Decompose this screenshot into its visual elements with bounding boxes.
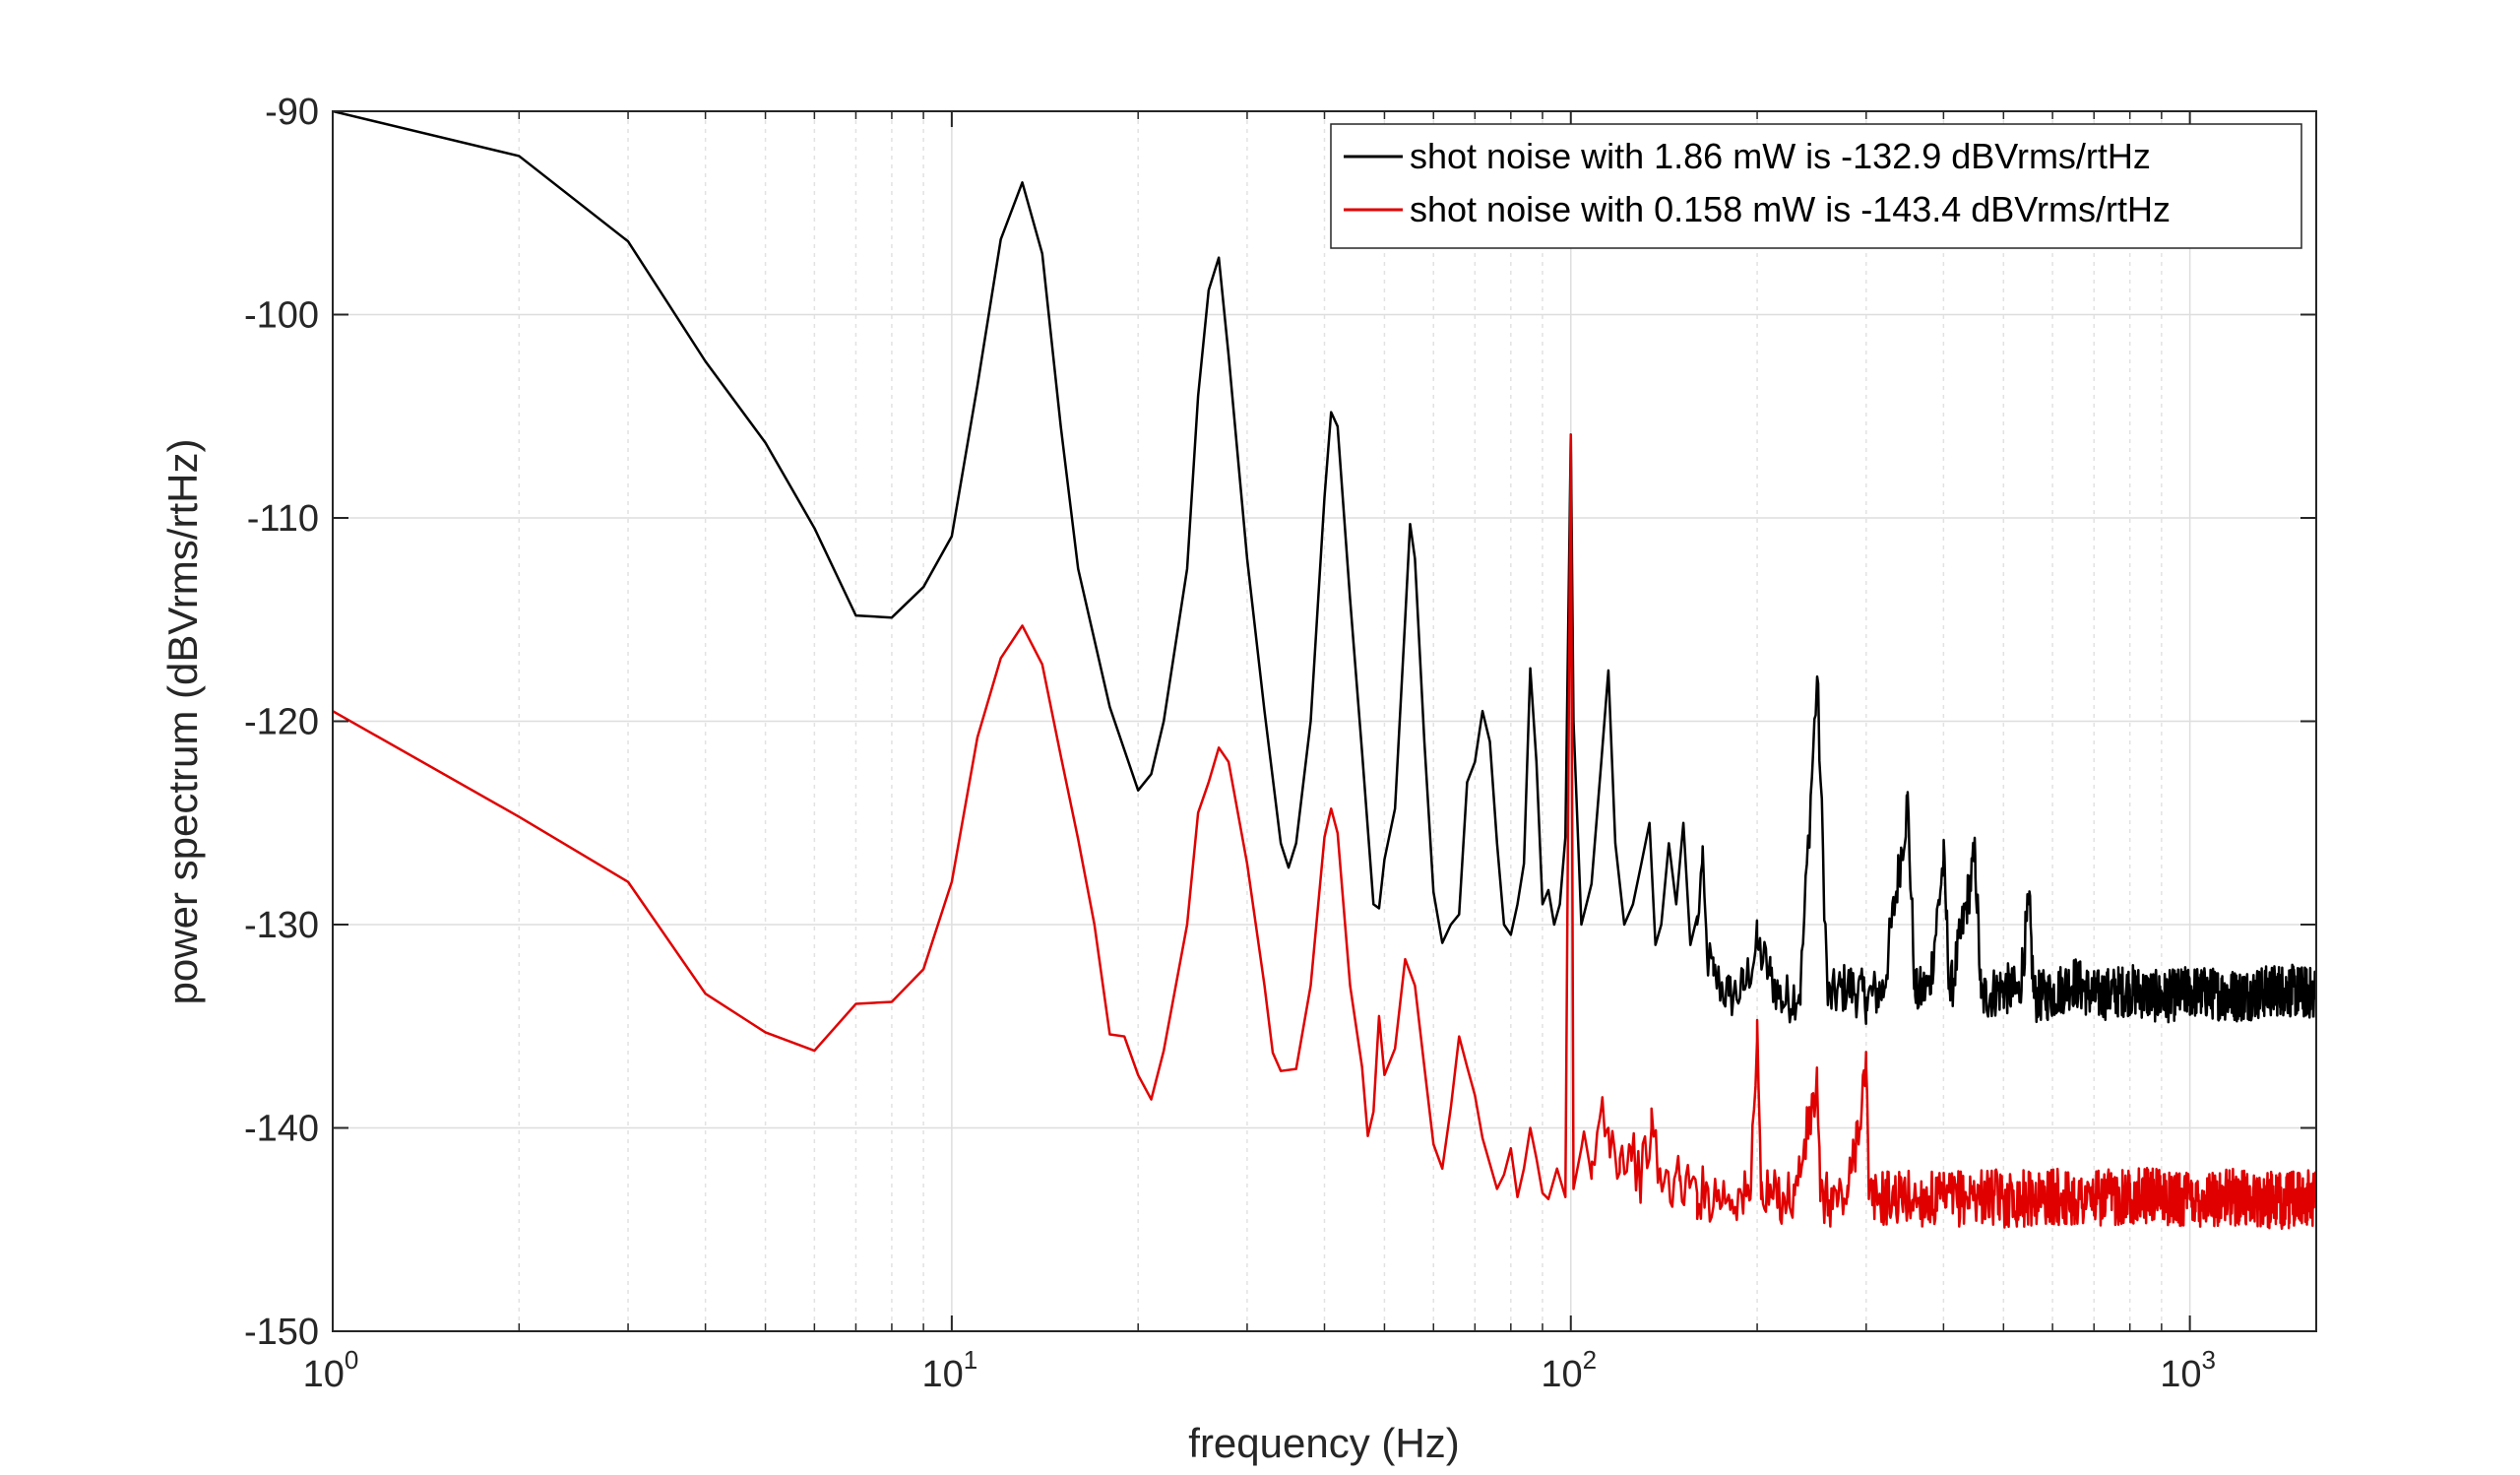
series-layer [333, 111, 2316, 1231]
series-line-red [333, 433, 2316, 1231]
legend-label-black: shot noise with 1.86 mW is -132.9 dBVrms… [1410, 136, 2151, 176]
x-tick-label: 102 [1541, 1345, 1597, 1395]
y-axis-title: power spectrum (dBVrms/rtHz) [159, 439, 206, 1005]
y-tick-label: -140 [244, 1109, 319, 1150]
x-tick-label: 100 [303, 1345, 359, 1395]
x-axis-title: frequency (Hz) [1188, 1420, 1459, 1466]
y-tick-label: -100 [244, 295, 319, 337]
x-tick-label: 103 [2160, 1345, 2216, 1395]
x-tick-label: 101 [922, 1345, 978, 1395]
legend-box [1330, 123, 2302, 249]
y-tick-label: -120 [244, 702, 319, 743]
tick-marks [332, 110, 2316, 1332]
y-tick-label: -130 [244, 905, 319, 946]
series-line-black [333, 111, 2316, 1026]
legend-label-red: shot noise with 0.158 mW is -143.4 dBVrm… [1410, 189, 2171, 229]
y-tick-label: -110 [247, 498, 319, 540]
tick-labels: 100 101 102 103 -90 -100 -110 -120 -130 -140 -150 [244, 92, 2216, 1395]
y-tick-label: -90 [265, 92, 319, 133]
y-tick-label: -150 [244, 1312, 319, 1353]
legend: shot noise with 1.86 mW is -132.9 dBVrms… [1330, 123, 2302, 249]
